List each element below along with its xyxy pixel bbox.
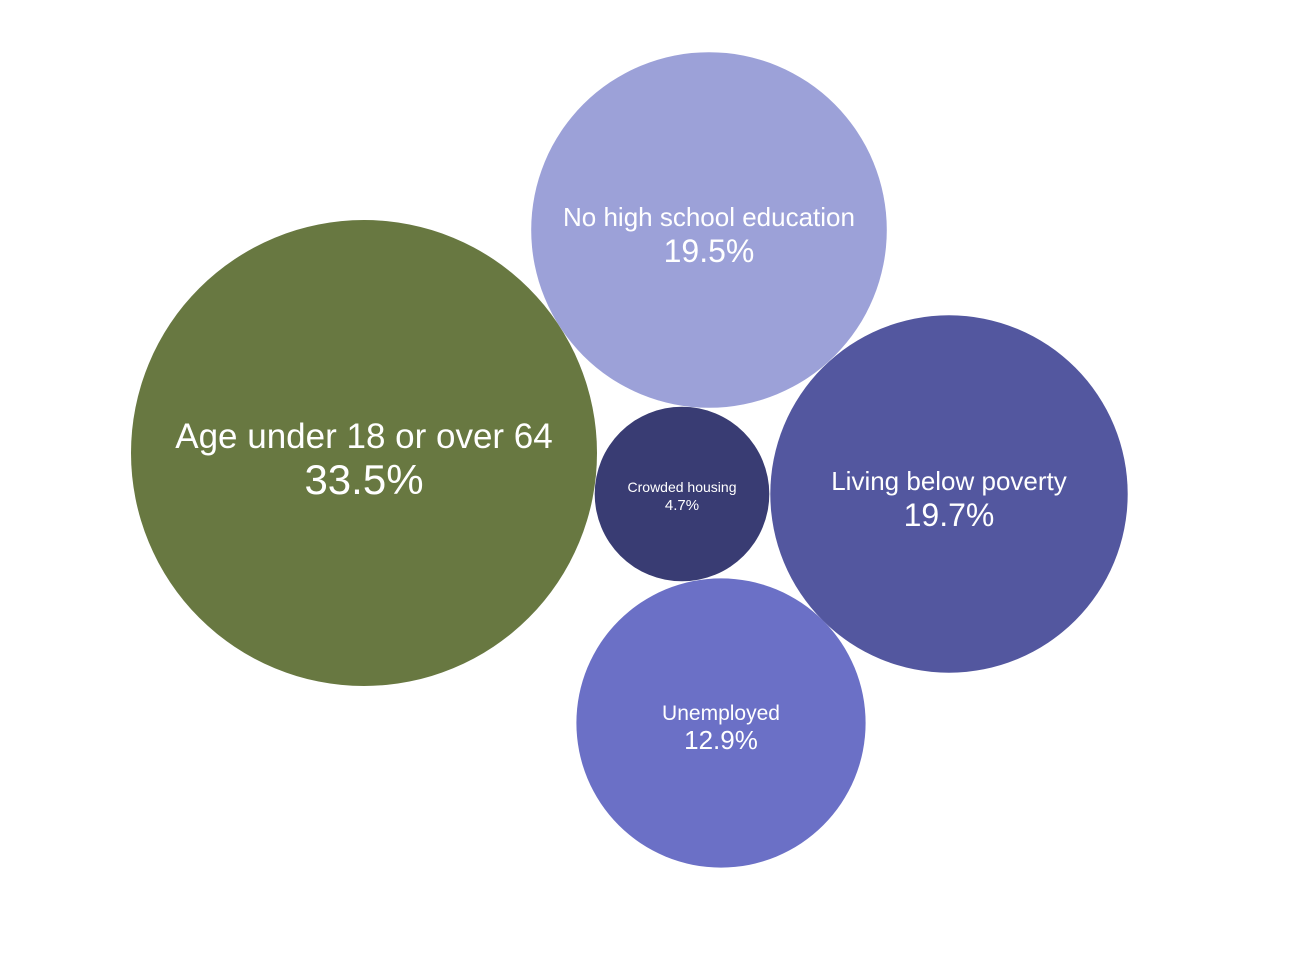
bubble-circle bbox=[594, 406, 770, 582]
bubble-label: Unemployed bbox=[662, 702, 780, 725]
bubble-value-label: 19.7% bbox=[904, 497, 995, 533]
bubble-value-label: 33.5% bbox=[304, 456, 423, 503]
bubble-value-label: 19.5% bbox=[664, 233, 755, 269]
bubble-label: Age under 18 or over 64 bbox=[175, 417, 552, 456]
bubble-label: Living below poverty bbox=[831, 466, 1067, 496]
bubble-circle bbox=[131, 220, 597, 686]
bubble-circle bbox=[770, 315, 1128, 673]
bubble-label: No high school education bbox=[563, 202, 855, 232]
bubble-label: Crowded housing bbox=[628, 479, 737, 495]
bubble-crowded-housing: Crowded housing 4.7% bbox=[594, 406, 770, 582]
bubble-circle bbox=[576, 578, 866, 868]
bubble-circle bbox=[531, 52, 887, 408]
bubble-value-label: 4.7% bbox=[665, 497, 699, 514]
bubble-value-label: 12.9% bbox=[684, 725, 758, 755]
